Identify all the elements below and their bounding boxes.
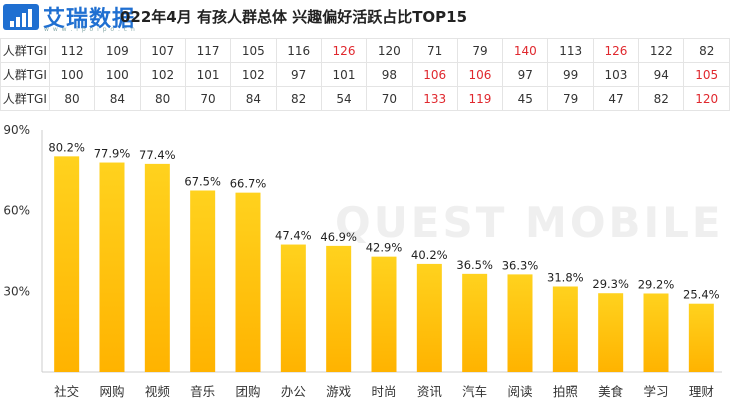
tgi-cell: 97 (502, 62, 549, 87)
bar (598, 293, 624, 372)
bar-value-label: 80.2% (48, 140, 85, 154)
tgi-cell: 82 (683, 38, 730, 63)
tgi-cell: 107 (139, 38, 186, 63)
y-tick-label: 90% (3, 123, 30, 137)
x-category-label: 汽车 (462, 384, 487, 399)
bar (280, 244, 306, 372)
x-category-label: 拍照 (553, 384, 578, 399)
tgi-cell: 113 (547, 38, 594, 63)
x-category-label: 音乐 (190, 384, 215, 399)
x-category-label: 学习 (643, 384, 668, 399)
tgi-cell: 101 (184, 62, 232, 87)
x-category-label: 网购 (99, 384, 124, 399)
tgi-cell: 119 (456, 86, 504, 111)
x-category-label: 时尚 (371, 384, 396, 399)
bar (643, 293, 669, 372)
tgi-cell: 120 (366, 38, 413, 63)
x-category-label: 视频 (145, 384, 171, 399)
logo-text: 艾瑞数据 (43, 7, 136, 32)
tgi-cell: 47 (592, 86, 640, 111)
tgi-cell: 54 (320, 86, 368, 111)
bar (235, 192, 261, 372)
tgi-cell: 105 (230, 38, 277, 63)
tgi-cell: 106 (411, 62, 458, 87)
bar (144, 163, 170, 372)
logo-icon (3, 4, 39, 30)
bar-value-label: 47.4% (275, 229, 312, 243)
tgi-cell: 84 (230, 86, 277, 111)
tgi-cell: 117 (184, 38, 232, 63)
tgi-row: 人群TGI 80 84 80 70 84 82 54 70 133 119 45 79 47 82 120 (0, 86, 730, 111)
x-category-label: 团购 (235, 384, 260, 399)
logo: 艾瑞数据 w w w . i p o i p o . c n (0, 0, 150, 34)
x-category-label: 阅读 (507, 384, 532, 399)
bar-value-label: 42.9% (366, 241, 403, 255)
bar-value-label: 66.7% (230, 177, 267, 191)
y-tick-label: 30% (3, 284, 30, 298)
tgi-cell: 106 (456, 62, 504, 87)
bar-value-label: 36.5% (456, 258, 493, 272)
bar-value-label: 40.2% (411, 248, 448, 262)
bar-value-label: 77.9% (94, 147, 131, 161)
bar (462, 273, 488, 372)
tgi-cell: 82 (275, 86, 322, 111)
x-category-label: 理财 (689, 384, 714, 399)
tgi-row: 人群TGI 112 109 107 117 105 116 126 120 71 79 140 113 1… (0, 38, 730, 63)
bar-value-label: 29.3% (592, 277, 629, 291)
bar (371, 256, 397, 372)
x-category-label: 美食 (598, 384, 624, 399)
tgi-cell: 120 (683, 86, 730, 111)
chart-title: 022年4月 有孩人群总体 兴趣偏好活跃占比TOP15 (120, 8, 468, 26)
bar (688, 303, 714, 372)
tgi-cell: 140 (502, 38, 549, 63)
bar (552, 286, 578, 372)
tgi-cell: 82 (638, 86, 685, 111)
x-category-label: 办公 (281, 384, 307, 399)
tgi-cell: 100 (94, 62, 141, 87)
bar-value-label: 67.5% (184, 175, 221, 189)
bar (416, 263, 442, 372)
bar (54, 156, 80, 372)
bar (99, 162, 125, 372)
bar-value-label: 25.4% (683, 288, 720, 302)
bar-value-label: 36.3% (502, 258, 539, 272)
tgi-cell: 79 (547, 86, 594, 111)
x-category-label: 资讯 (417, 384, 443, 399)
tgi-cell: 80 (139, 86, 186, 111)
x-category-label: 游戏 (326, 384, 351, 399)
tgi-cell: 112 (48, 38, 96, 63)
bar (190, 190, 216, 372)
bar (326, 245, 352, 372)
tgi-table: 人群TGI 112 109 107 117 105 116 126 120 71 79 140 113 1… (0, 38, 730, 111)
bar (507, 274, 533, 372)
x-category-label: 社交 (54, 384, 79, 399)
logo-url: w w w . i p o i p o . c n (44, 26, 136, 33)
tgi-row: 人群TGI 100 100 102 101 102 97 101 98 106 106 97 99 103… (0, 62, 730, 87)
tgi-cell: 122 (638, 38, 685, 63)
tgi-cell: 102 (230, 62, 277, 87)
y-tick-label: 60% (3, 204, 30, 218)
tgi-cell: 45 (502, 86, 549, 111)
tgi-cell: 105 (683, 62, 730, 87)
tgi-cell: 80 (48, 86, 96, 111)
tgi-cell: 99 (547, 62, 594, 87)
tgi-cell: 84 (94, 86, 141, 111)
tgi-cell: 133 (411, 86, 458, 111)
bar-value-label: 31.8% (547, 270, 584, 284)
bar-value-label: 29.2% (638, 277, 675, 291)
tgi-row-label: 人群TGI (0, 86, 50, 111)
watermark: QUEST MOBILE (335, 198, 724, 247)
tgi-cell: 102 (139, 62, 186, 87)
bar-value-label: 77.4% (139, 148, 176, 162)
bar-value-label: 46.9% (320, 230, 357, 244)
